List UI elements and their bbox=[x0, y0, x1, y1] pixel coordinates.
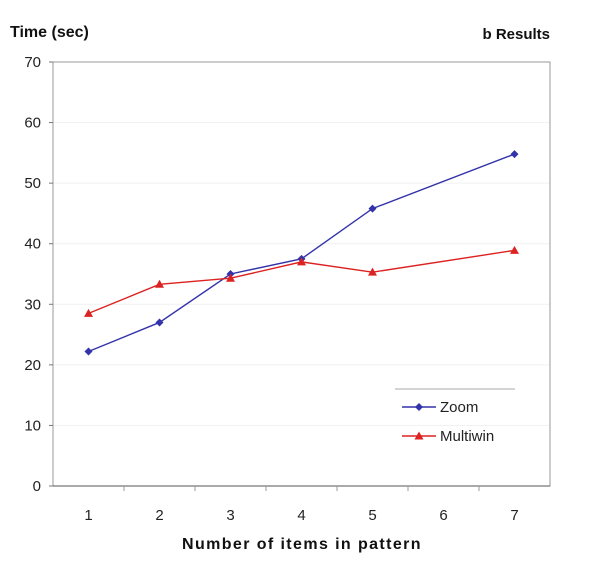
y-tick-label: 30 bbox=[24, 296, 41, 313]
x-tick-label: 3 bbox=[226, 507, 234, 524]
legend-marker-multiwin bbox=[414, 431, 424, 440]
x-axis-label: Number of items in pattern bbox=[182, 536, 422, 553]
data-point-multiwin bbox=[155, 279, 164, 288]
x-tick-label: 4 bbox=[297, 507, 305, 524]
y-tick-label: 10 bbox=[24, 417, 41, 434]
y-tick-label: 40 bbox=[24, 236, 41, 253]
data-point-zoom bbox=[155, 318, 164, 327]
data-point-multiwin bbox=[226, 273, 235, 282]
legend-label-multiwin: Multiwin bbox=[440, 428, 494, 445]
legend-label-zoom: Zoom bbox=[440, 399, 478, 416]
y-axis-label: Time (sec) bbox=[10, 24, 89, 41]
series-line-zoom bbox=[88, 153, 515, 353]
legend-marker-zoom bbox=[415, 403, 423, 411]
y-ticks: 0 10 20 30 40 50 60 70 bbox=[24, 54, 53, 495]
x-tick-label: 6 bbox=[439, 507, 447, 524]
y-tick-label: 60 bbox=[24, 115, 41, 132]
data-point-multiwin bbox=[84, 308, 93, 317]
grid-lines bbox=[53, 122, 550, 426]
plot-area-frame bbox=[52, 61, 551, 487]
data-point-zoom bbox=[368, 204, 377, 213]
x-tick-label: 2 bbox=[155, 507, 163, 524]
y-tick-label: 0 bbox=[33, 478, 41, 495]
chart-title: b Results bbox=[482, 26, 550, 43]
data-point-zoom bbox=[510, 150, 519, 159]
data-point-multiwin bbox=[368, 267, 377, 276]
x-ticks: 1 2 3 4 5 6 7 bbox=[84, 486, 519, 524]
legend: Zoom Multiwin bbox=[395, 388, 515, 445]
data-point-zoom bbox=[84, 347, 93, 356]
y-tick-label: 70 bbox=[24, 54, 41, 71]
series-line-multiwin bbox=[88, 249, 515, 315]
y-tick-label: 20 bbox=[24, 357, 41, 374]
x-tick-label: 7 bbox=[510, 507, 518, 524]
data-point-multiwin bbox=[510, 245, 519, 254]
data-point-multiwin bbox=[297, 257, 306, 266]
x-tick-label: 1 bbox=[84, 507, 92, 524]
series-layer bbox=[84, 150, 519, 356]
y-tick-label: 50 bbox=[24, 175, 41, 192]
x-tick-label: 5 bbox=[368, 507, 376, 524]
